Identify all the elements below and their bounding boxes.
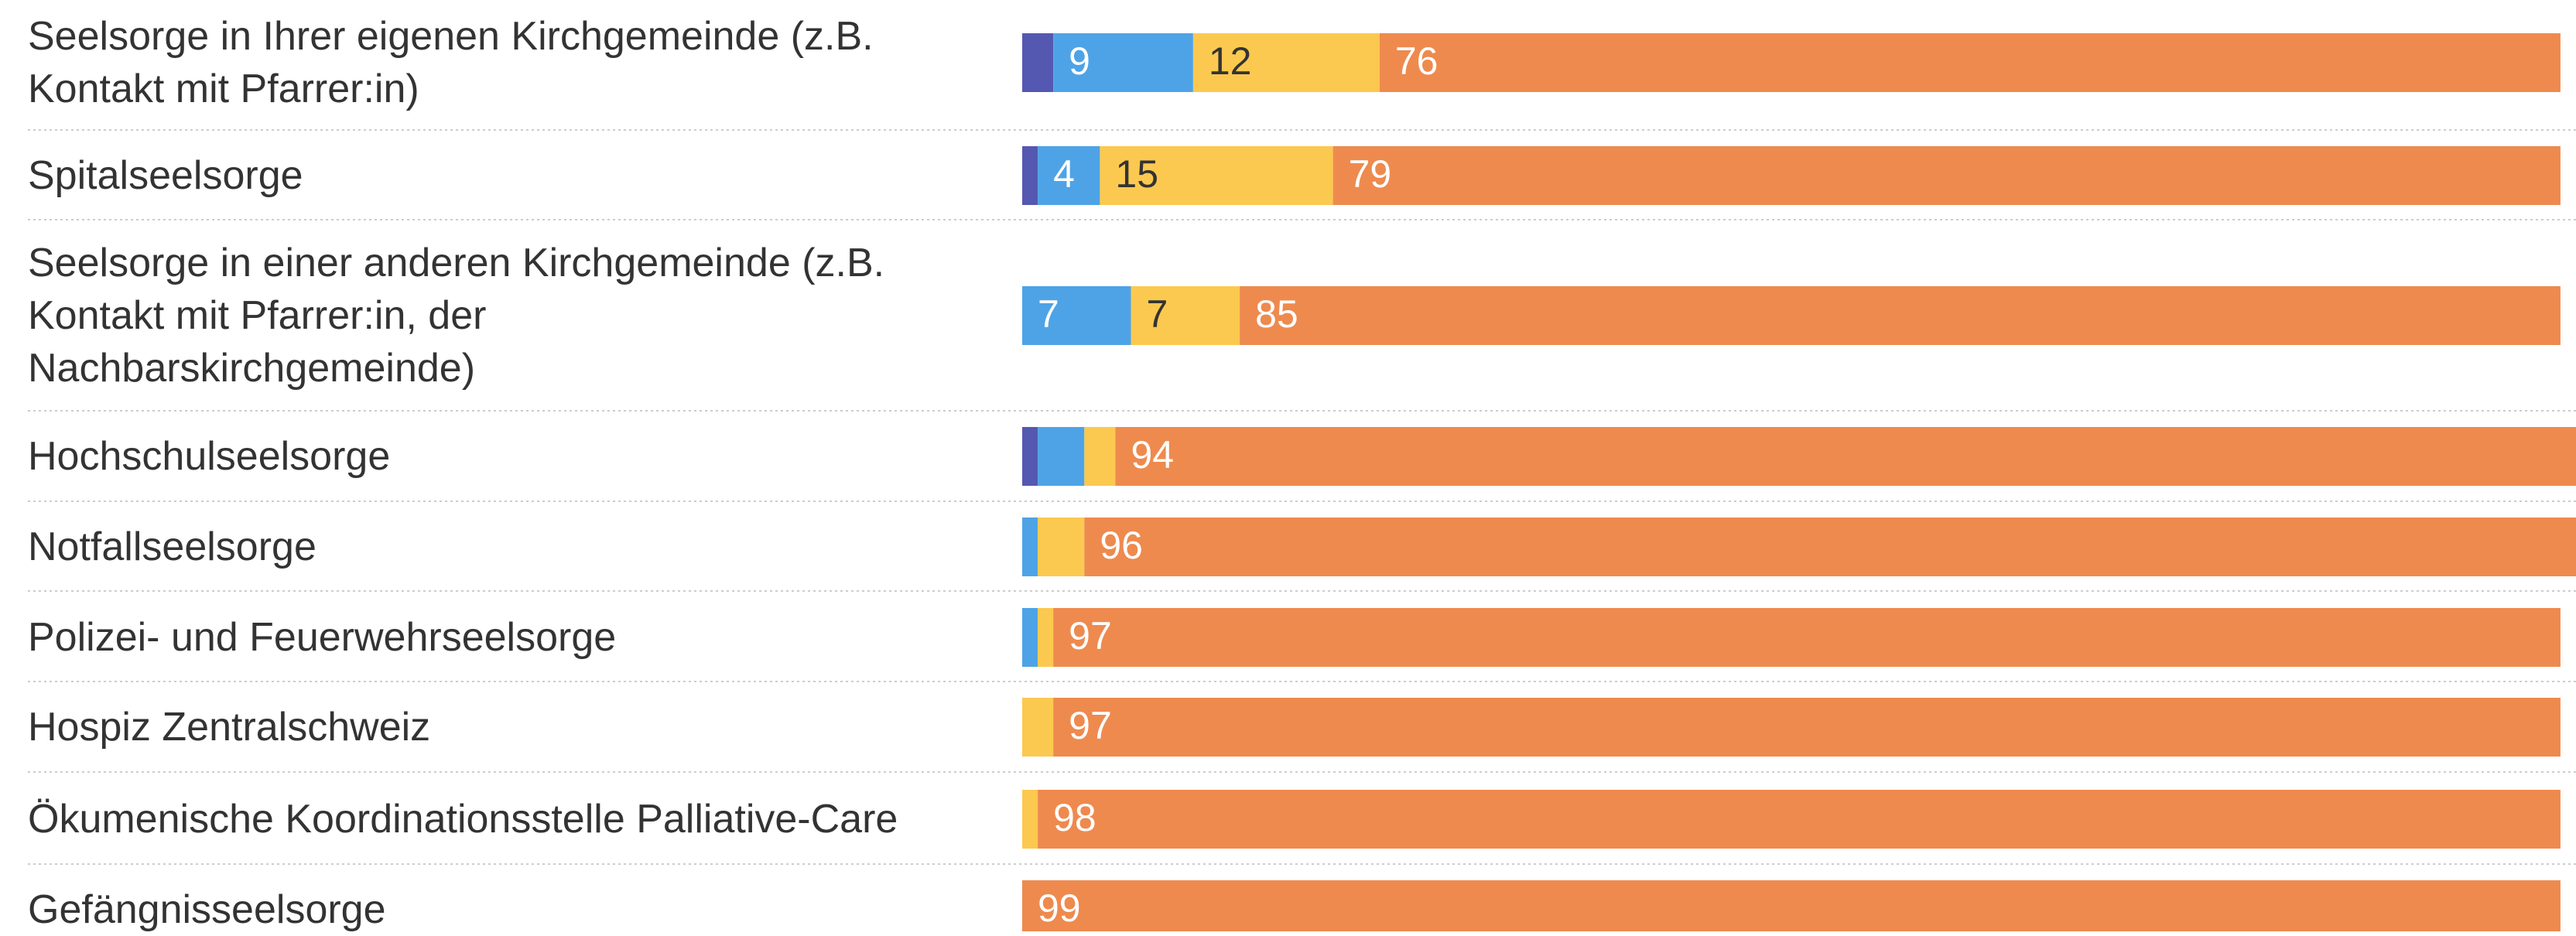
bar-segment: [1240, 286, 2561, 345]
bar-segment: [1022, 698, 1054, 757]
value-label: 94: [1131, 433, 1174, 477]
value-label: 98: [1053, 796, 1096, 839]
value-label: 79: [1349, 152, 1392, 196]
category-label: Notfallseelsorge: [28, 524, 316, 569]
bar-segment: [1038, 518, 1085, 576]
value-label: 97: [1069, 704, 1112, 747]
value-label: 96: [1100, 524, 1143, 567]
bar-segment: [1038, 790, 2561, 849]
value-label: 97: [1069, 614, 1112, 658]
bar-segment: [1100, 146, 1333, 205]
bar-segment: [1022, 518, 1038, 576]
bar-segment: [1038, 608, 1054, 667]
bar-segment: [1053, 608, 2561, 667]
category-label: Seelsorge in einer anderen Kirchgemeinde…: [28, 241, 885, 391]
value-label: 85: [1255, 292, 1298, 336]
bar-segment: [1131, 286, 1240, 345]
bar-segment: [1053, 698, 2561, 757]
bar-segment: [1332, 146, 2561, 205]
value-label: 7: [1038, 292, 1059, 336]
category-label: Spitalseelsorge: [28, 153, 303, 198]
bar-segment: [1022, 146, 1038, 205]
value-label: 4: [1053, 152, 1075, 196]
bar-segment: [1084, 427, 1116, 486]
value-label: 9: [1069, 39, 1090, 83]
category-label: Seelsorge in Ihrer eigenen Kirchgemeinde…: [28, 14, 874, 111]
bar-segment: [1379, 33, 2561, 92]
bar-segment: [1084, 518, 2576, 576]
category-label: Hochschulseelsorge: [28, 434, 391, 479]
category-label: Gefängnisseelsorge: [28, 887, 386, 932]
category-label: Hospiz Zentralschweiz: [28, 705, 431, 750]
bar-segment: [1192, 33, 1380, 92]
value-label: 76: [1395, 39, 1439, 83]
value-label: 12: [1209, 39, 1252, 83]
bar-segment: [1022, 427, 1038, 486]
bar-segment: [1053, 33, 1193, 92]
bar-segment: [1115, 427, 2576, 486]
bar-segment: [1022, 286, 1131, 345]
value-label: 7: [1147, 292, 1168, 336]
bar-segment: [1022, 790, 1038, 849]
category-label: Polizei- und Feuerwehrseelsorge: [28, 615, 617, 660]
bar-segment: [1022, 33, 1054, 92]
value-label: 15: [1115, 152, 1158, 196]
bar-segment: [1022, 880, 2561, 931]
bar-segment: [1022, 608, 1038, 667]
value-label: 99: [1038, 886, 1081, 930]
bar-segment: [1038, 146, 1100, 205]
bar-segment: [1038, 427, 1085, 486]
category-label: Ökumenische Koordinationsstelle Palliati…: [28, 797, 898, 842]
